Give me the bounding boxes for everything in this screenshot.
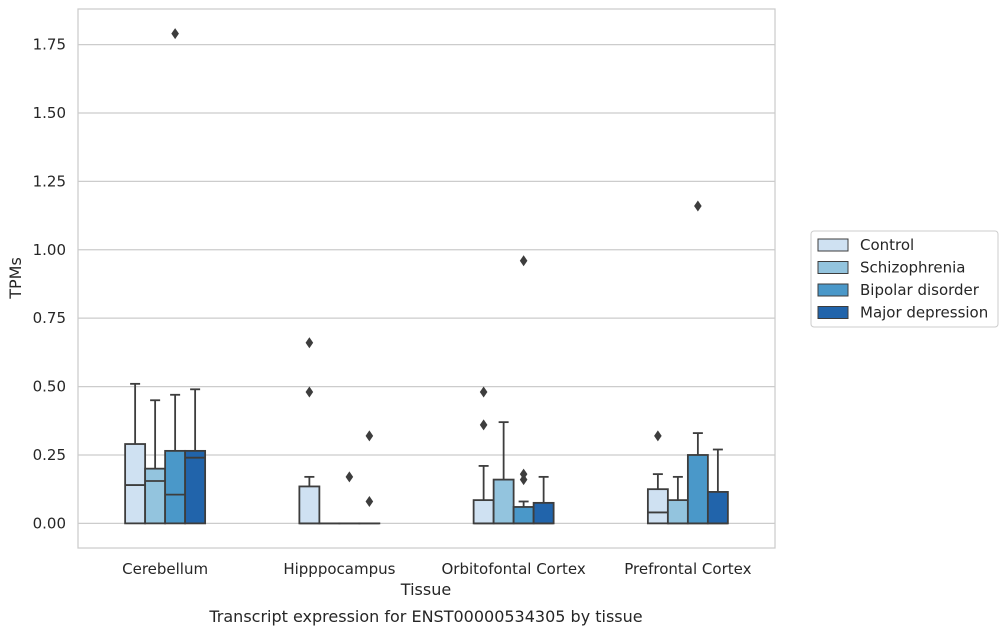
box [706,448,729,525]
box [298,337,321,525]
box-iqr [144,467,167,525]
outlier-point [365,430,374,442]
x-tick-label: Orbitofontal Cortex [442,560,586,578]
box-iqr [686,454,709,525]
box-iqr [472,499,495,525]
outlier-point [365,495,374,507]
box-iqr [512,506,535,525]
outlier-point [654,430,662,442]
legend-label: Bipolar disorder [860,281,980,299]
box-iqr [666,499,689,525]
y-tick-label: 0.50 [33,378,66,396]
y-axis-label: TPMs [6,257,25,300]
outlier-point [694,200,702,212]
y-tick-label: 0.25 [33,446,66,464]
box [144,399,167,525]
box [164,28,187,525]
legend: Control Schizophrenia Bipolar disorder Majo… [810,230,999,328]
box-iqr [492,478,515,525]
y-tick-label: 1.50 [33,104,66,122]
legend-swatch [817,261,849,274]
box [338,471,361,525]
legend-swatch [817,306,849,319]
outlier-point [305,337,314,349]
y-tick-label: 1.25 [33,172,66,190]
box-iqr [298,485,321,525]
y-tick-label: 1.00 [33,241,66,259]
x-axis-label: Tissue [400,580,451,599]
box-iqr [124,443,147,525]
box-iqr [646,488,669,525]
legend-frame [810,230,999,328]
y-tick-label: 0.00 [33,514,66,532]
outlier-point [345,471,354,483]
box-iqr [184,449,207,525]
x-axis-ticks: Cerebellum Hipppocampus Orbitofontal Corte… [122,560,751,578]
x-tick-label: Hipppocampus [283,560,395,578]
outlier-point [519,255,528,267]
plot-area [124,28,729,525]
box [184,388,207,525]
box-iqr [706,491,729,525]
box [124,382,147,525]
box-iqr [164,449,187,525]
legend-label: Control [860,236,914,254]
y-axis-ticks: 0.00 0.25 0.50 0.75 1.00 1.25 1.50 1.75 [33,36,66,533]
legend-label: Schizophrenia [860,259,965,277]
x-tick-label: Prefrontal Cortex [624,560,751,578]
legend-swatch [817,238,849,252]
chart-title: Transcript expression for ENST0000053430… [208,607,642,626]
y-tick-label: 0.75 [33,309,66,327]
x-tick-label: Cerebellum [122,560,208,578]
legend-label: Major depression [860,304,988,322]
box [492,421,515,525]
outlier-point [479,419,488,431]
outlier-point [305,386,314,398]
outlier-point [171,28,179,40]
box [512,255,535,525]
y-tick-label: 1.75 [33,36,66,54]
box [358,430,381,525]
box-iqr [532,501,555,525]
box [666,475,689,525]
box [646,430,669,525]
outlier-point [519,468,528,480]
outlier-point [479,386,488,398]
box [686,200,709,525]
plot-frame [77,8,776,549]
legend-swatch [817,283,849,297]
box [532,475,555,525]
